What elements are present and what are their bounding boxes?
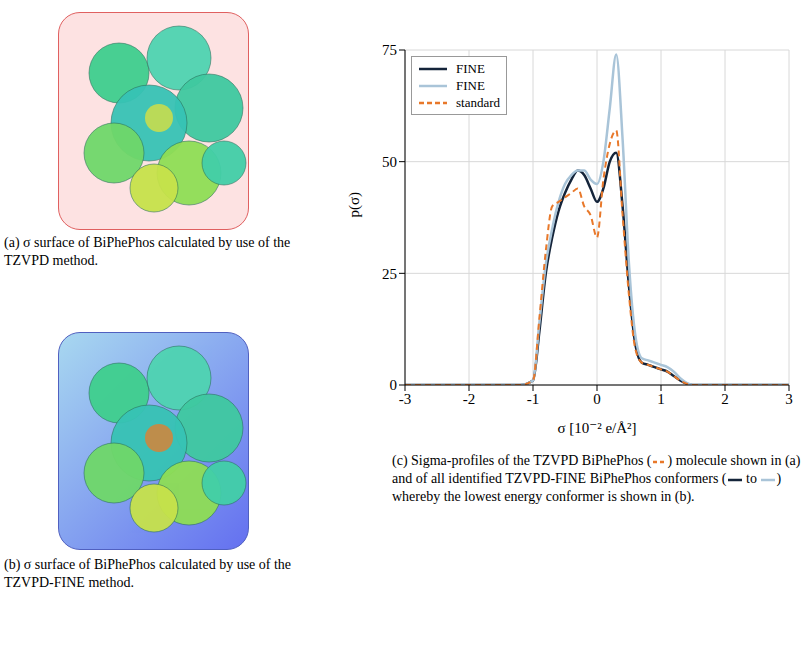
html-text:to: to [742, 471, 761, 486]
html-text:(a) σ surface of BiPhePhos cal: (a) σ surface of BiPhePhos calculated by… [4, 235, 291, 268]
svg-text:-2: -2 [463, 391, 476, 407]
html-text:) whereby the lowest energy co: ) whereby the lowest energy conformer is… [392, 471, 782, 504]
svg-text:p(σ): p(σ) [346, 192, 363, 218]
html-text:) molecule shown in (a) and of: ) molecule shown in (a) and of all ident… [392, 453, 801, 486]
svg-text:50: 50 [382, 154, 397, 170]
html-text:FINE: FINE [456, 78, 485, 93]
html-text:(b) σ surface of BiPhePhos cal: (b) σ surface of BiPhePhos calculated by… [4, 557, 292, 590]
svg-text:25: 25 [382, 266, 397, 282]
svg-text:-1: -1 [527, 391, 540, 407]
html-text:FINE: FINE [456, 61, 485, 76]
svg-text:σ [10⁻² e/Å²]: σ [10⁻² e/Å²] [557, 420, 636, 436]
svg-text:75: 75 [382, 42, 397, 58]
svg-text:3: 3 [785, 391, 793, 407]
svg-text:-3: -3 [399, 391, 412, 407]
svg-text:0: 0 [593, 391, 601, 407]
svg-text:2: 2 [721, 391, 729, 407]
html-text:standard: standard [456, 95, 500, 110]
html-text:(c) Sigma-profiles of the TZVP: (c) Sigma-profiles of the TZVPD BiPhePho… [392, 453, 652, 468]
svg-text:1: 1 [657, 391, 665, 407]
svg-text:0: 0 [390, 377, 398, 393]
